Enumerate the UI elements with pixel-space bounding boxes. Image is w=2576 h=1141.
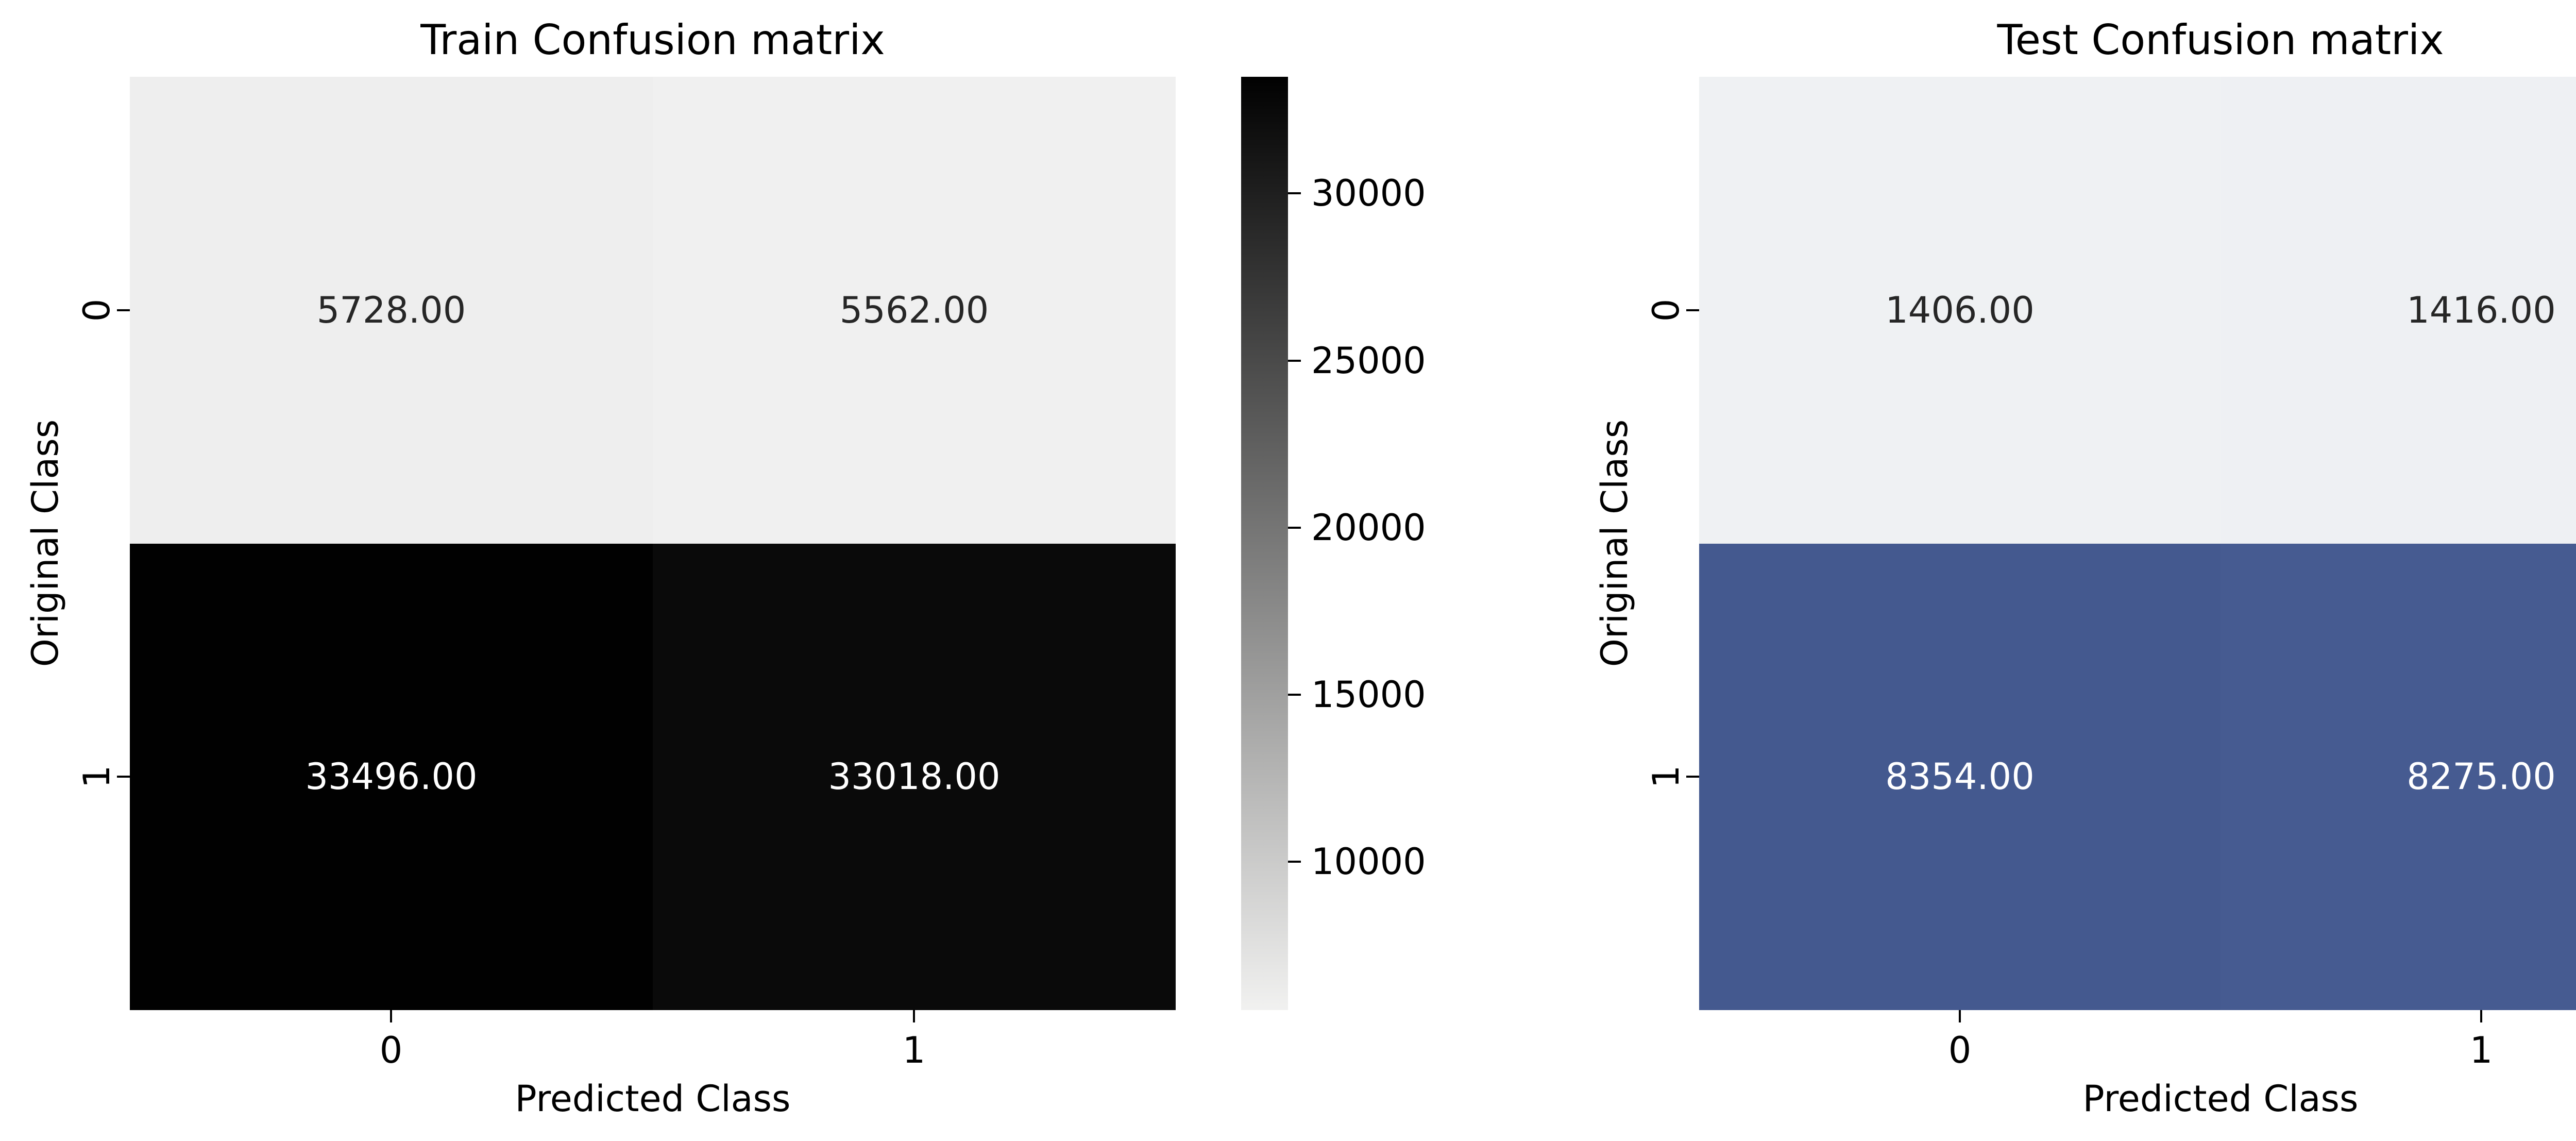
train-xtick-label-0: 0 <box>379 1029 403 1071</box>
train-colorbar-tick-mark <box>1288 861 1301 863</box>
train-colorbar-tick-label: 10000 <box>1311 841 1426 883</box>
train-colorbar-gradient <box>1241 77 1288 1010</box>
train-ytick-mark-0 <box>117 309 130 311</box>
test-ytick-label-1: 1 <box>1645 765 1687 788</box>
train-xtick-mark-1 <box>913 1010 915 1022</box>
train-colorbar-tick-mark <box>1288 693 1301 696</box>
train-cell-0-0-value: 5728.00 <box>316 289 466 331</box>
test-cell-1-0: 8354.00 <box>1699 543 2221 1010</box>
train-colorbar-tick-label: 20000 <box>1311 506 1426 549</box>
train-cell-0-1-value: 5562.00 <box>839 289 989 331</box>
test-cell-1-1: 8275.00 <box>2221 543 2576 1010</box>
train-cell-1-1-value: 33018.00 <box>828 756 1001 798</box>
train-xlabel: Predicted Class <box>515 1078 791 1120</box>
train-colorbar-area: 30000 25000 20000 15000 10000 <box>1241 77 1509 1010</box>
test-plot-title: Test Confusion matrix <box>1997 16 2444 64</box>
test-cell-1-0-value: 8354.00 <box>1885 756 2035 798</box>
test-xtick-mark-1 <box>2480 1010 2482 1022</box>
train-colorbar-tick-label: 25000 <box>1311 339 1426 382</box>
train-colorbar-tick-label: 30000 <box>1311 172 1426 215</box>
train-ytick-label-0: 0 <box>76 298 118 322</box>
train-ytick-mark-1 <box>117 776 130 778</box>
train-plot-title: Train Confusion matrix <box>420 16 885 64</box>
test-ytick-mark-0 <box>1686 309 1699 311</box>
test-cell-0-1-value: 1416.00 <box>2406 289 2556 331</box>
train-ylabel: Original Class <box>24 419 66 667</box>
test-xlabel: Predicted Class <box>2082 1078 2359 1120</box>
test-cell-0-1: 1416.00 <box>2221 77 2576 544</box>
train-cell-0-1: 5562.00 <box>653 77 1176 544</box>
test-cell-0-0-value: 1406.00 <box>1885 289 2035 331</box>
test-xtick-label-1: 1 <box>2469 1029 2493 1071</box>
test-ylabel: Original Class <box>1594 419 1636 667</box>
test-heatmap: 1406.00 1416.00 8354.00 8275.00 <box>1699 77 2576 1010</box>
test-xtick-label-0: 0 <box>1948 1029 1972 1071</box>
train-cell-0-0: 5728.00 <box>130 77 653 544</box>
train-colorbar-tick-label: 15000 <box>1311 673 1426 716</box>
train-cell-1-0: 33496.00 <box>130 543 653 1010</box>
train-colorbar-tick-mark <box>1288 359 1301 362</box>
test-ytick-label-0: 0 <box>1645 298 1687 322</box>
train-xtick-mark-0 <box>390 1010 392 1022</box>
train-colorbar-tick-mark <box>1288 526 1301 529</box>
train-cell-1-1: 33018.00 <box>653 543 1176 1010</box>
test-cell-1-1-value: 8275.00 <box>2406 756 2556 798</box>
train-heatmap: 5728.00 5562.00 33496.00 33018.00 <box>130 77 1176 1010</box>
train-ytick-label-1: 1 <box>76 765 118 788</box>
test-xtick-mark-0 <box>1959 1010 1961 1022</box>
train-colorbar-tick-mark <box>1288 192 1301 195</box>
test-ytick-mark-1 <box>1686 776 1699 778</box>
train-xtick-label-1: 1 <box>902 1029 926 1071</box>
test-cell-0-0: 1406.00 <box>1699 77 2221 544</box>
train-cell-1-0-value: 33496.00 <box>305 756 478 798</box>
